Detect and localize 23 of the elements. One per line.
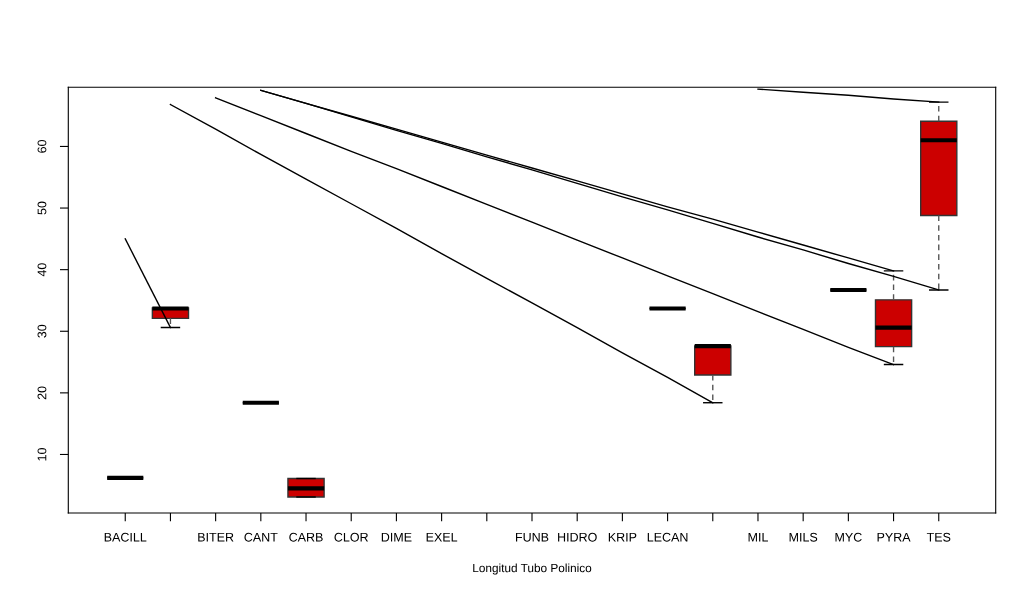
y-tick-label: 40 bbox=[37, 263, 47, 277]
x-tick-label: CANT bbox=[244, 532, 278, 542]
x-tick-label: MILS bbox=[789, 532, 818, 542]
y-tick-label: 20 bbox=[37, 386, 47, 400]
x-axis-title: Longitud Tubo Polinico bbox=[473, 563, 592, 575]
y-tick-label: 30 bbox=[37, 324, 47, 338]
x-tick-label: EXEL bbox=[426, 532, 458, 542]
x-tick-label: MIL bbox=[748, 532, 768, 542]
x-tick-label: DIME bbox=[381, 532, 412, 542]
y-tick-label: 50 bbox=[37, 201, 47, 215]
x-tick-label: PYRA bbox=[877, 532, 911, 542]
x-tick-label: BACILL bbox=[104, 532, 147, 542]
x-tick-label: CARB bbox=[289, 532, 323, 542]
x-tick-label: FUNB bbox=[516, 532, 549, 542]
x-tick-label: TES bbox=[926, 532, 951, 542]
x-tick-label: MYC bbox=[835, 532, 862, 542]
y-tick-label: 60 bbox=[37, 139, 47, 153]
y-tick-label: 10 bbox=[37, 448, 47, 461]
x-tick-label: CLOR bbox=[334, 532, 369, 542]
x-tick-label: HIDRO bbox=[558, 532, 597, 542]
x-tick-label: BITER bbox=[198, 532, 234, 542]
x-tick-label: KRIP bbox=[608, 532, 637, 542]
x-tick-label: LECAN bbox=[647, 532, 688, 542]
